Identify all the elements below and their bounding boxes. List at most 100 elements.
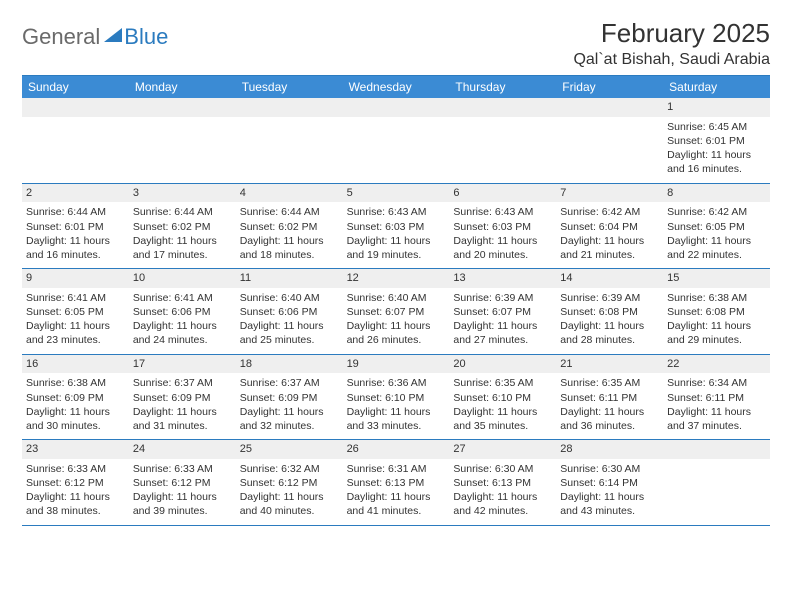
sunrise-line: Sunrise: 6:43 AM (347, 205, 446, 219)
weekday-header: Sunday Monday Tuesday Wednesday Thursday… (22, 76, 770, 98)
calendar-cell: 6Sunrise: 6:43 AMSunset: 6:03 PMDaylight… (449, 184, 556, 269)
sunset-line: Sunset: 6:07 PM (347, 305, 446, 319)
sunrise-line: Sunrise: 6:30 AM (453, 462, 552, 476)
sunrise-line: Sunrise: 6:38 AM (667, 291, 766, 305)
daylight-line: Daylight: 11 hours and 16 minutes. (26, 234, 125, 262)
day-number: . (449, 98, 556, 117)
day-number: 23 (22, 440, 129, 459)
weekday-monday: Monday (129, 76, 236, 98)
daylight-line: Daylight: 11 hours and 32 minutes. (240, 405, 339, 433)
sunset-line: Sunset: 6:08 PM (560, 305, 659, 319)
title-block: February 2025 Qal`at Bishah, Saudi Arabi… (573, 18, 770, 69)
sunset-line: Sunset: 6:01 PM (26, 220, 125, 234)
sunrise-line: Sunrise: 6:40 AM (240, 291, 339, 305)
sunrise-line: Sunrise: 6:32 AM (240, 462, 339, 476)
day-number: 28 (556, 440, 663, 459)
calendar-cell: 5Sunrise: 6:43 AMSunset: 6:03 PMDaylight… (343, 184, 450, 269)
sunset-line: Sunset: 6:12 PM (133, 476, 232, 490)
sunset-line: Sunset: 6:08 PM (667, 305, 766, 319)
daylight-line: Daylight: 11 hours and 22 minutes. (667, 234, 766, 262)
calendar-cell: 18Sunrise: 6:37 AMSunset: 6:09 PMDayligh… (236, 355, 343, 440)
calendar-cell: 4Sunrise: 6:44 AMSunset: 6:02 PMDaylight… (236, 184, 343, 269)
day-number: 16 (22, 355, 129, 374)
sunrise-line: Sunrise: 6:44 AM (240, 205, 339, 219)
sunset-line: Sunset: 6:05 PM (26, 305, 125, 319)
sunrise-line: Sunrise: 6:31 AM (347, 462, 446, 476)
daylight-line: Daylight: 11 hours and 19 minutes. (347, 234, 446, 262)
sunrise-line: Sunrise: 6:37 AM (240, 376, 339, 390)
calendar-cell: 17Sunrise: 6:37 AMSunset: 6:09 PMDayligh… (129, 355, 236, 440)
sunset-line: Sunset: 6:02 PM (133, 220, 232, 234)
sunset-line: Sunset: 6:13 PM (453, 476, 552, 490)
day-number: 5 (343, 184, 450, 203)
day-number: 3 (129, 184, 236, 203)
calendar-cell: 22Sunrise: 6:34 AMSunset: 6:11 PMDayligh… (663, 355, 770, 440)
calendar-cell: 27 Sunrise: 6:30 AMSunset: 6:13 PMDayligh… (449, 440, 556, 525)
sunset-line: Sunset: 6:12 PM (240, 476, 339, 490)
sunrise-line: Sunrise: 6:44 AM (26, 205, 125, 219)
day-number: 19 (343, 355, 450, 374)
daylight-line: Daylight: 11 hours and 42 minutes. (453, 490, 552, 518)
day-number: 6 (449, 184, 556, 203)
month-title: February 2025 (573, 18, 770, 49)
location: Qal`at Bishah, Saudi Arabia (573, 51, 770, 69)
sunrise-line: Sunrise: 6:33 AM (26, 462, 125, 476)
day-number: 15 (663, 269, 770, 288)
sunrise-line: Sunrise: 6:44 AM (133, 205, 232, 219)
sunset-line: Sunset: 6:04 PM (560, 220, 659, 234)
calendar-cell: 3Sunrise: 6:44 AMSunset: 6:02 PMDaylight… (129, 184, 236, 269)
day-number: . (343, 98, 450, 117)
sunrise-line: Sunrise: 6:37 AM (133, 376, 232, 390)
day-number: 27 (449, 440, 556, 459)
calendar-cell: . (449, 98, 556, 183)
calendar-grid: ......1Sunrise: 6:45 AMSunset: 6:01 PMDa… (22, 98, 770, 526)
calendar-cell: 26Sunrise: 6:31 AMSunset: 6:13 PMDayligh… (343, 440, 450, 525)
weekday-wednesday: Wednesday (343, 76, 450, 98)
daylight-line: Daylight: 11 hours and 30 minutes. (26, 405, 125, 433)
calendar-cell: 19Sunrise: 6:36 AMSunset: 6:10 PMDayligh… (343, 355, 450, 440)
day-number: 20 (449, 355, 556, 374)
calendar-cell: 7Sunrise: 6:42 AMSunset: 6:04 PMDaylight… (556, 184, 663, 269)
sunset-line: Sunset: 6:09 PM (240, 391, 339, 405)
sunrise-line: Sunrise: 6:35 AM (560, 376, 659, 390)
calendar-cell: . (236, 98, 343, 183)
calendar-week: 16Sunrise: 6:38 AMSunset: 6:09 PMDayligh… (22, 355, 770, 441)
calendar-cell: . (663, 440, 770, 525)
daylight-line: Daylight: 11 hours and 26 minutes. (347, 319, 446, 347)
daylight-line: Daylight: 11 hours and 27 minutes. (453, 319, 552, 347)
daylight-line: Daylight: 11 hours and 40 minutes. (240, 490, 339, 518)
calendar-cell: . (556, 98, 663, 183)
day-number: 26 (343, 440, 450, 459)
sunrise-line: Sunrise: 6:43 AM (453, 205, 552, 219)
sunrise-line: Sunrise: 6:45 AM (667, 120, 766, 134)
day-number: 25 (236, 440, 343, 459)
weekday-thursday: Thursday (449, 76, 556, 98)
sunrise-line: Sunrise: 6:33 AM (133, 462, 232, 476)
calendar-cell: 14Sunrise: 6:39 AMSunset: 6:08 PMDayligh… (556, 269, 663, 354)
weekday-saturday: Saturday (663, 76, 770, 98)
sunrise-line: Sunrise: 6:41 AM (26, 291, 125, 305)
daylight-line: Daylight: 11 hours and 41 minutes. (347, 490, 446, 518)
daylight-line: Daylight: 11 hours and 16 minutes. (667, 148, 766, 176)
day-number: 17 (129, 355, 236, 374)
sunrise-line: Sunrise: 6:39 AM (560, 291, 659, 305)
sunset-line: Sunset: 6:03 PM (453, 220, 552, 234)
sunrise-line: Sunrise: 6:30 AM (560, 462, 659, 476)
sunset-line: Sunset: 6:05 PM (667, 220, 766, 234)
sunrise-line: Sunrise: 6:42 AM (560, 205, 659, 219)
calendar-cell: . (343, 98, 450, 183)
day-number: . (236, 98, 343, 117)
calendar-cell: 24Sunrise: 6:33 AMSunset: 6:12 PMDayligh… (129, 440, 236, 525)
sunset-line: Sunset: 6:12 PM (26, 476, 125, 490)
sunrise-line: Sunrise: 6:36 AM (347, 376, 446, 390)
day-number: 8 (663, 184, 770, 203)
sunrise-line: Sunrise: 6:40 AM (347, 291, 446, 305)
calendar-cell: 10Sunrise: 6:41 AMSunset: 6:06 PMDayligh… (129, 269, 236, 354)
sunrise-line: Sunrise: 6:34 AM (667, 376, 766, 390)
daylight-line: Daylight: 11 hours and 18 minutes. (240, 234, 339, 262)
calendar-week: 2Sunrise: 6:44 AMSunset: 6:01 PMDaylight… (22, 184, 770, 270)
daylight-line: Daylight: 11 hours and 35 minutes. (453, 405, 552, 433)
sunset-line: Sunset: 6:09 PM (26, 391, 125, 405)
calendar-cell: 25 Sunrise: 6:32 AMSunset: 6:12 PMDayligh… (236, 440, 343, 525)
day-number: 13 (449, 269, 556, 288)
